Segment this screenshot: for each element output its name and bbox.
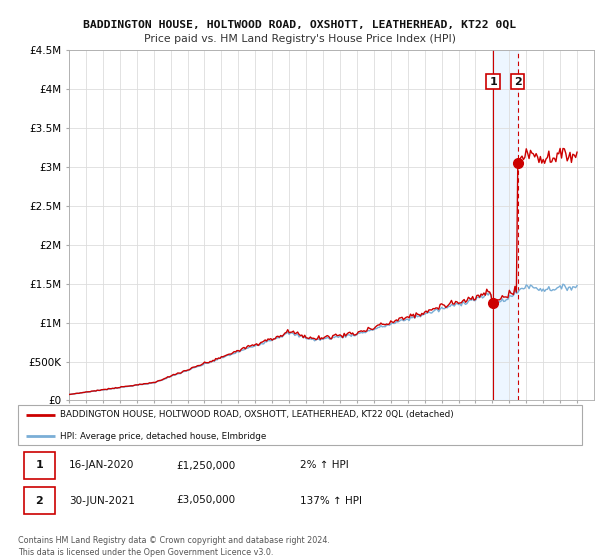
Text: 30-JUN-2021: 30-JUN-2021 bbox=[69, 496, 134, 506]
FancyBboxPatch shape bbox=[23, 452, 55, 479]
Text: BADDINGTON HOUSE, HOLTWOOD ROAD, OXSHOTT, LEATHERHEAD, KT22 0QL (detached): BADDINGTON HOUSE, HOLTWOOD ROAD, OXSHOTT… bbox=[60, 410, 454, 419]
Text: £1,250,000: £1,250,000 bbox=[176, 460, 235, 470]
Text: 2: 2 bbox=[514, 77, 521, 86]
FancyBboxPatch shape bbox=[18, 405, 582, 445]
Text: HPI: Average price, detached house, Elmbridge: HPI: Average price, detached house, Elmb… bbox=[60, 432, 266, 441]
Text: £3,050,000: £3,050,000 bbox=[176, 496, 235, 506]
Text: BADDINGTON HOUSE, HOLTWOOD ROAD, OXSHOTT, LEATHERHEAD, KT22 0QL: BADDINGTON HOUSE, HOLTWOOD ROAD, OXSHOTT… bbox=[83, 20, 517, 30]
Bar bbox=[493, 50, 518, 400]
Text: Price paid vs. HM Land Registry's House Price Index (HPI): Price paid vs. HM Land Registry's House … bbox=[144, 34, 456, 44]
FancyBboxPatch shape bbox=[23, 487, 55, 514]
Text: 1: 1 bbox=[35, 460, 43, 470]
Text: 2: 2 bbox=[35, 496, 43, 506]
Text: 2% ↑ HPI: 2% ↑ HPI bbox=[300, 460, 349, 470]
Text: 16-JAN-2020: 16-JAN-2020 bbox=[69, 460, 134, 470]
Text: Contains HM Land Registry data © Crown copyright and database right 2024.
This d: Contains HM Land Registry data © Crown c… bbox=[18, 536, 330, 557]
Text: 137% ↑ HPI: 137% ↑ HPI bbox=[300, 496, 362, 506]
Text: 1: 1 bbox=[489, 77, 497, 86]
